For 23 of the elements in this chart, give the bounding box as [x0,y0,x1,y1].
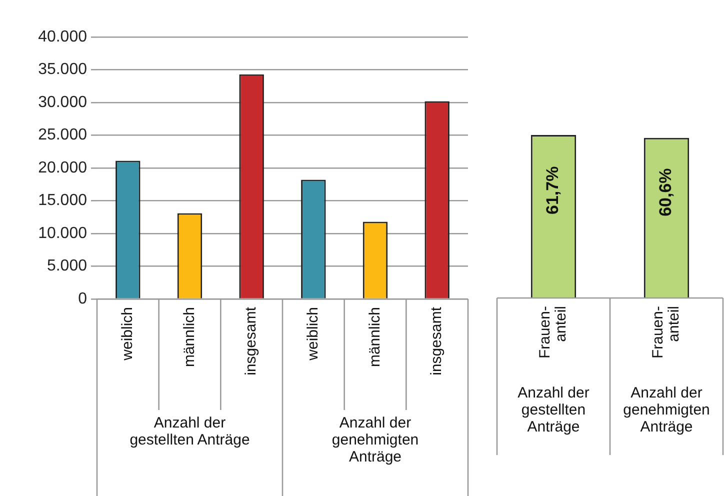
y-tick-label: 40.000 [38,28,88,46]
text: Anzahl der gestellten Anträge [518,384,590,436]
x-tick-label: weiblich [304,307,322,362]
x-tick-label: Frauen- anteil [650,306,683,359]
x-tick-label: weiblich [119,307,136,362]
y-tick-label: 35.000 [38,61,88,78]
text: Anzahl der genehmigten Anträge [332,414,419,466]
y-tick-label: 0 [78,290,88,308]
y-tick-label: 10.000 [38,224,88,242]
data-label: 60,6% [656,168,676,216]
y-tick-label: 30.000 [38,94,88,111]
y-tick-label: 25.000 [38,126,88,144]
text: Anzahl der genehmigten Anträge [623,384,710,436]
data-label: 61,7% [543,166,562,215]
y-tick-label: 15.000 [38,192,88,210]
x-tick-label: Frauen- anteil [536,306,570,359]
y-tick-label: 20.000 [38,159,88,176]
x-tick-label: männlich [366,307,384,368]
x-tick-label: männlich [180,307,198,368]
x-tick-label: insgesamt [242,306,260,376]
x-tick-label: insgesamt [428,306,446,376]
text: Anzahl der gestellten Anträge [130,414,250,449]
y-tick-label: 5.000 [46,258,88,275]
